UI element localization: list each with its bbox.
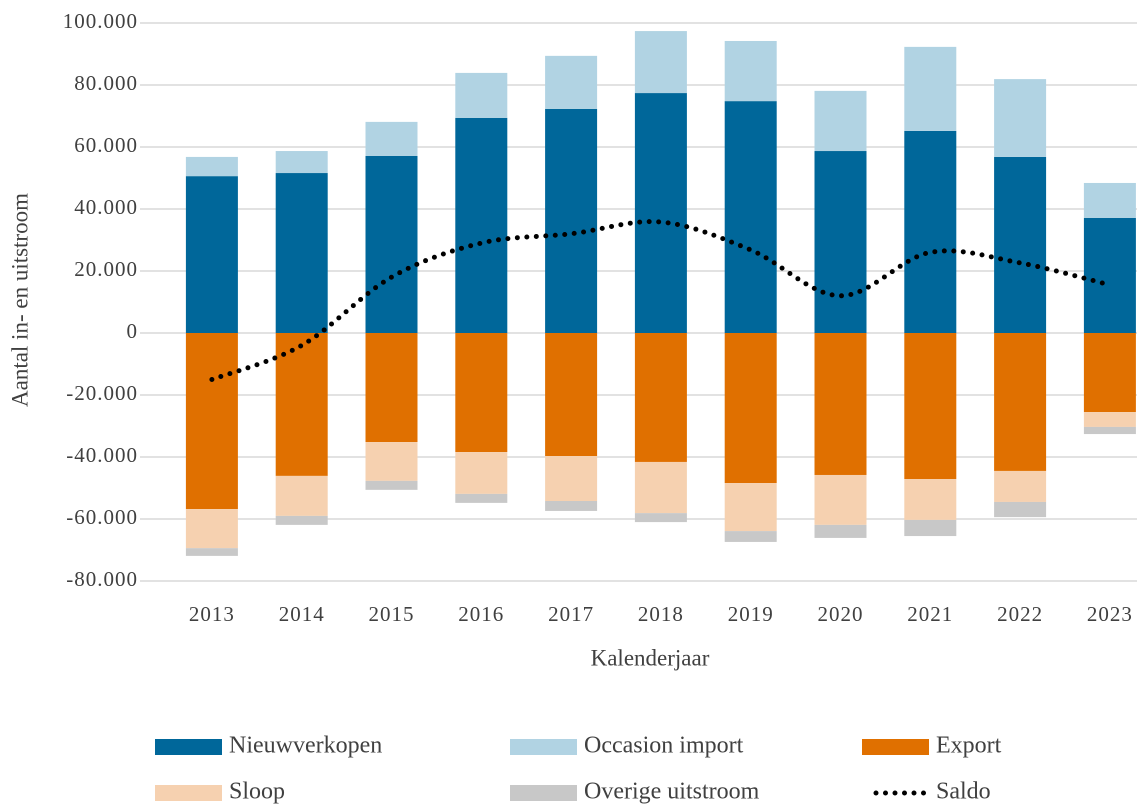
y-tick-label: 20.000 xyxy=(74,257,138,281)
y-tick-label: 60.000 xyxy=(74,133,138,157)
bar-segment xyxy=(455,452,508,494)
bar-segment xyxy=(904,479,957,520)
bar-segment xyxy=(1083,217,1136,333)
bar-segment xyxy=(814,333,867,475)
bar-segment xyxy=(634,513,687,523)
legend-swatch xyxy=(510,785,577,801)
y-tick-label: 100.000 xyxy=(63,9,138,33)
y-tick-label: -80.000 xyxy=(66,567,138,591)
bar-segment xyxy=(185,509,238,549)
bar-segment xyxy=(455,493,508,503)
x-axis-title: Kalenderjaar xyxy=(591,645,710,670)
bar-segment xyxy=(904,519,957,537)
saldo-line xyxy=(209,219,1113,382)
bar-segment xyxy=(724,483,777,532)
bar-segment xyxy=(634,31,687,94)
bar-segment xyxy=(994,79,1047,157)
bar-segment xyxy=(904,333,957,480)
bar-segment xyxy=(994,470,1047,502)
bar-segment xyxy=(185,176,238,333)
bar-segment xyxy=(724,333,777,484)
legend-label: Saldo xyxy=(936,779,991,805)
bar-segment xyxy=(275,151,328,174)
y-tick-label: -20.000 xyxy=(66,381,138,405)
x-tick-label: 2018 xyxy=(638,602,684,626)
bar-segment xyxy=(994,501,1047,518)
bar-segment xyxy=(904,130,957,333)
legend-swatch xyxy=(862,739,929,755)
bar-segment xyxy=(185,548,238,556)
bar-segment xyxy=(1083,426,1136,435)
bar-segment xyxy=(275,515,328,525)
x-tick-label: 2021 xyxy=(907,602,953,626)
bar-segment xyxy=(185,333,238,510)
bar-segment xyxy=(275,475,328,516)
legend-label: Export xyxy=(936,733,1002,759)
y-tick-label: 80.000 xyxy=(74,71,138,95)
x-tick-label: 2023 xyxy=(1087,602,1133,626)
bar-segment xyxy=(1083,333,1136,413)
x-tick-label: 2015 xyxy=(369,602,415,626)
bar-segment xyxy=(994,156,1047,333)
bar-segment xyxy=(814,474,867,525)
x-tick-label: 2016 xyxy=(458,602,504,626)
bar-segment xyxy=(545,55,598,109)
bar-segment xyxy=(455,117,508,333)
bar-segment xyxy=(365,442,418,481)
bar-segment xyxy=(904,46,957,131)
legend-swatch xyxy=(155,739,222,755)
bar-segment xyxy=(1083,412,1136,427)
bar-segment xyxy=(1083,182,1136,218)
bar-segment xyxy=(365,121,418,156)
bar-segment xyxy=(455,72,508,118)
x-tick-label: 2013 xyxy=(189,602,235,626)
bar-segment xyxy=(545,456,598,502)
bar-segment xyxy=(365,480,418,490)
legend-label: Nieuwverkopen xyxy=(229,733,382,759)
bar-segment xyxy=(545,501,598,511)
bar-segment xyxy=(814,524,867,538)
legend-swatch xyxy=(155,785,222,801)
bar-segment xyxy=(185,156,238,177)
y-tick-label: 0 xyxy=(127,319,139,343)
bar-segment xyxy=(275,173,328,333)
y-tick-label: 40.000 xyxy=(74,195,138,219)
bar-segment xyxy=(724,531,777,542)
bar-segment xyxy=(634,461,687,514)
bar-segment xyxy=(814,151,867,333)
y-axis-title: Aantal in- en uitstroom xyxy=(7,193,32,407)
legend-label: Overige uitstroom xyxy=(584,779,760,805)
legend-swatch xyxy=(510,739,577,755)
bar-segment xyxy=(634,93,687,333)
bar-segment xyxy=(724,101,777,334)
bar-segment xyxy=(365,333,418,443)
y-tick-label: -60.000 xyxy=(66,505,138,529)
bar-segment xyxy=(634,333,687,462)
legend-label: Sloop xyxy=(229,779,285,805)
bar-segment xyxy=(545,333,598,457)
bar-segment xyxy=(455,333,508,453)
y-tick-label: -40.000 xyxy=(66,443,138,467)
x-tick-label: 2017 xyxy=(548,602,594,626)
x-tick-label: 2022 xyxy=(997,602,1043,626)
x-tick-label: 2020 xyxy=(818,602,864,626)
bar-segment xyxy=(545,108,598,334)
bar-segment xyxy=(724,40,777,102)
x-tick-label: 2014 xyxy=(279,602,325,626)
bar-segment xyxy=(275,333,328,476)
legend-label: Occasion import xyxy=(584,733,744,759)
bar-segment xyxy=(994,333,1047,471)
bar-segment xyxy=(365,155,418,333)
bar-segment xyxy=(814,90,867,152)
x-tick-label: 2019 xyxy=(728,602,774,626)
